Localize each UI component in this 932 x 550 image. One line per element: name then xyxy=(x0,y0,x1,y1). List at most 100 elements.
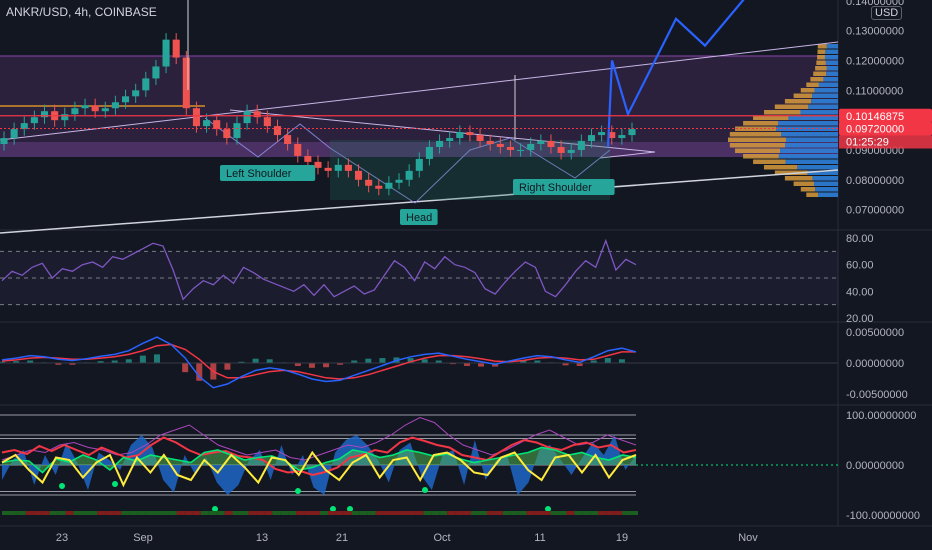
macd-histogram-bar-32 xyxy=(449,363,456,365)
osc-red-line xyxy=(1,436,637,477)
volume-profile-bar-buy-0 xyxy=(826,44,838,49)
countdown-badge xyxy=(839,135,932,149)
candle-33 xyxy=(334,164,342,171)
rsi-axis-tick-2: 60.00 xyxy=(846,260,874,272)
osc-status-cell-42 xyxy=(335,511,344,515)
osc-status-cell-47 xyxy=(375,511,384,515)
pattern-label-2: Right Shoulder xyxy=(519,182,592,194)
osc-status-cell-76 xyxy=(606,511,615,515)
candle-58 xyxy=(587,135,596,142)
volume-profile-bar-buy-5 xyxy=(826,71,838,76)
osc-status-cell-73 xyxy=(582,511,591,515)
time-axis-tick-7: Nov xyxy=(738,532,758,544)
osc-status-cell-26 xyxy=(208,511,217,515)
candle-24 xyxy=(243,111,251,124)
candle-37 xyxy=(375,185,383,189)
candle-56 xyxy=(567,149,575,153)
volume-profile-bar-4 xyxy=(815,66,827,71)
osc-status-cell-18 xyxy=(145,511,154,515)
candle-41 xyxy=(415,158,423,171)
macd-axis-tick-2: 0.00500000 xyxy=(846,327,904,339)
candle-34 xyxy=(344,164,352,171)
time-axis-tick-1: Sep xyxy=(133,532,153,544)
candle-29 xyxy=(294,144,302,156)
macd-histogram-bar-7 xyxy=(97,361,104,364)
osc-status-cell-67 xyxy=(534,511,543,515)
osc-status-cell-43 xyxy=(343,511,352,515)
candle-14 xyxy=(142,78,150,91)
macd-histogram-bar-26 xyxy=(365,358,372,364)
candle-3 xyxy=(30,117,38,124)
osc-status-cell-54 xyxy=(431,511,440,515)
osc-signal-dot-6 xyxy=(422,487,428,493)
candle-42 xyxy=(425,146,433,159)
candle-9 xyxy=(91,105,99,112)
volume-profile-bar-buy-20 xyxy=(778,154,838,159)
osc-status-cell-19 xyxy=(153,511,161,515)
candle-55 xyxy=(557,146,565,153)
candle-38 xyxy=(385,182,393,189)
volume-profile-bar-buy-1 xyxy=(825,49,838,54)
osc-status-cell-22 xyxy=(176,511,185,515)
rsi-axis-tick-1: 40.00 xyxy=(846,286,874,298)
osc-status-cell-56 xyxy=(447,511,456,515)
volume-profile-bar-buy-25 xyxy=(814,181,838,186)
macd-histogram-bar-27 xyxy=(379,358,386,364)
candle-51 xyxy=(517,149,525,151)
macd-histogram-bar-5 xyxy=(69,363,76,365)
candle-22 xyxy=(223,129,231,139)
osc-status-cell-16 xyxy=(129,511,138,515)
osc-status-cell-6 xyxy=(49,511,58,515)
candle-43 xyxy=(436,141,444,147)
volume-profile-bar-14 xyxy=(743,121,779,126)
osc-status-cell-1 xyxy=(9,511,18,515)
candle-57 xyxy=(577,141,585,150)
candle-48 xyxy=(486,141,494,145)
osc-status-cell-62 xyxy=(494,511,503,515)
macd-histogram-bar-4 xyxy=(55,363,62,365)
osc-status-cell-37 xyxy=(296,511,305,515)
macd-line xyxy=(1,336,637,389)
volume-profile-bar-buy-27 xyxy=(818,192,838,197)
candle-12 xyxy=(122,96,130,103)
osc-signal-dot-1 xyxy=(112,481,118,487)
candle-20 xyxy=(203,120,211,127)
osc-green-area xyxy=(2,447,636,473)
osc-status-cell-32 xyxy=(256,511,265,515)
candle-6 xyxy=(61,114,69,121)
macd-histogram-bar-1 xyxy=(13,361,20,364)
osc-status-cell-5 xyxy=(41,511,50,515)
volume-profile-bar-buy-19 xyxy=(780,148,838,153)
volume-profile-bar-7 xyxy=(806,82,819,87)
osc-status-cell-20 xyxy=(161,511,169,515)
osc-status-cell-25 xyxy=(200,511,209,515)
macd-histogram-bar-43 xyxy=(604,358,611,364)
candle-7 xyxy=(71,108,79,115)
osc-status-cell-78 xyxy=(622,511,631,515)
osc-status-cell-27 xyxy=(216,511,225,515)
time-axis-tick-5: 11 xyxy=(534,532,545,544)
pattern-label-box-2 xyxy=(513,179,615,195)
osc-signal-dot-5 xyxy=(347,506,353,512)
volume-profile-bar-buy-8 xyxy=(814,88,838,93)
candle-47 xyxy=(476,135,484,142)
macd-histogram-bar-18 xyxy=(252,358,259,364)
osc-status-cell-45 xyxy=(359,511,368,515)
macd-signal-line xyxy=(1,343,636,380)
macd-histogram-bar-8 xyxy=(111,360,118,364)
resistance-trendline xyxy=(0,41,839,141)
candle-10 xyxy=(101,108,109,112)
volume-profile-bar-17 xyxy=(728,137,786,142)
symbol-title[interactable]: ANKR/USD, 4h, COINBASE xyxy=(6,5,157,19)
volume-profile-bar-2 xyxy=(817,55,825,60)
volume-profile-bar-6 xyxy=(810,77,824,82)
osc-signal-dot-7 xyxy=(545,506,551,512)
volume-profile-bar-buy-7 xyxy=(818,82,838,87)
volume-profile-bar-0 xyxy=(817,44,827,49)
candle-28 xyxy=(284,135,292,145)
candle-25 xyxy=(253,111,261,118)
currency-badge[interactable]: USD xyxy=(871,6,903,20)
candle-45 xyxy=(456,132,464,139)
volume-profile-bar-8 xyxy=(800,88,815,93)
